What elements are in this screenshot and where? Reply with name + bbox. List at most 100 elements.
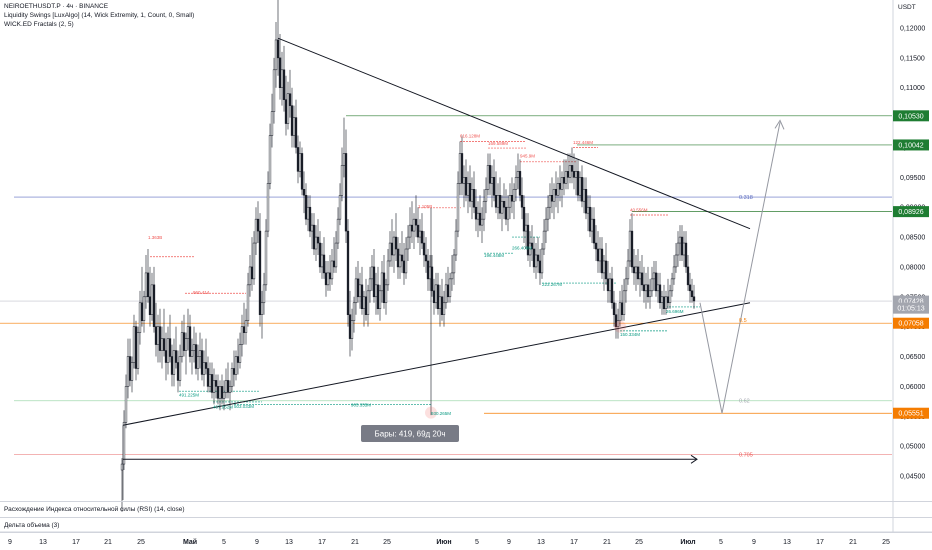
candle-body: [544, 218, 548, 232]
candle-body: [322, 254, 326, 274]
candle-body: [366, 290, 370, 315]
currency-label[interactable]: USDT: [898, 4, 916, 11]
candle-body: [286, 93, 290, 124]
candle-body: [494, 195, 498, 208]
candle-body: [570, 165, 574, 172]
rsi-panel-label[interactable]: Расхождение Индекса относительной силы (…: [4, 506, 185, 513]
trend-line: [277, 37, 751, 230]
candle-body: [312, 224, 316, 250]
candle-body: [170, 356, 174, 375]
candle-body: [672, 266, 676, 280]
time-axis[interactable]: 9 13 17 21 25 Май 5 9 13 17 21 25 Июн 5 9 13 17 21 25 Июл 5 9…: [0, 531, 932, 546]
candle-body: [204, 362, 208, 369]
time-tick-label: 9: [8, 539, 12, 546]
candle-body: [668, 290, 672, 304]
candle-body: [416, 224, 420, 238]
candle-body: [646, 284, 650, 298]
candle-body: [596, 248, 600, 262]
panel-separator[interactable]: [0, 532, 932, 533]
candle-body: [550, 195, 554, 202]
candle-body: [620, 302, 624, 315]
swing-volume-label: 945.9M: [520, 154, 535, 159]
symbol-title[interactable]: NEIROETHUSDT.P · 4ч · BINANCE: [4, 3, 109, 10]
candle-body: [190, 350, 194, 357]
candle-body: [484, 189, 488, 202]
candle-body: [536, 254, 540, 262]
indicator-liquidity-swings[interactable]: Liquidity Swings [LuxAlgo] (14, Wick Ext…: [4, 12, 195, 19]
candle-body: [590, 218, 594, 232]
candle-body: [514, 177, 518, 190]
candle-body: [434, 284, 438, 304]
swing-volume-label: 503.033M: [234, 404, 254, 409]
candle-body: [220, 386, 224, 399]
price-tick-label: 0,04500: [900, 474, 925, 481]
panel-separator[interactable]: [0, 517, 932, 518]
highlight-marker: [425, 406, 437, 419]
candle-body: [282, 69, 286, 100]
price-badge-label: 0,10042: [898, 142, 923, 149]
price-tick-label: 0,08000: [900, 264, 925, 271]
candle-body: [466, 183, 470, 196]
swing-volume-label: 223.267M: [542, 282, 562, 287]
price-badge: [893, 407, 929, 419]
candle-body: [648, 290, 652, 298]
candle-body: [644, 284, 648, 292]
candle-body: [666, 296, 670, 304]
time-tick-label: 17: [816, 539, 824, 546]
price-badge: [893, 317, 929, 329]
candle-body: [412, 218, 416, 232]
price-tick-label: 0,09500: [900, 175, 925, 182]
candle-body: [404, 248, 408, 274]
candle-body: [384, 284, 388, 304]
candle-body: [358, 284, 362, 298]
time-tick-label: 17: [72, 539, 80, 546]
candle-body: [294, 117, 298, 148]
candle-body: [392, 236, 396, 256]
time-tick-label: 25: [383, 539, 391, 546]
candle-body: [210, 374, 214, 393]
candle-body: [542, 230, 546, 250]
candle-body: [482, 200, 486, 220]
time-tick-label: 13: [39, 539, 47, 546]
candle-body: [242, 326, 246, 333]
volume-delta-panel-label[interactable]: Дельта объема (3): [4, 522, 60, 529]
candle-body: [342, 153, 346, 166]
candle-body: [218, 386, 222, 399]
candle-body: [656, 284, 660, 292]
candle-body: [202, 362, 206, 375]
price-tick-label: 0,11000: [900, 85, 925, 92]
price-badge: [893, 110, 929, 122]
candle-body: [660, 296, 664, 304]
candle-body: [302, 189, 306, 196]
candle-body: [632, 266, 636, 274]
candle-body: [164, 350, 168, 363]
candle-body: [406, 236, 410, 250]
swing-volume-label: 1.105B: [418, 204, 432, 209]
candle-body: [124, 386, 128, 423]
candle-body: [566, 171, 570, 178]
candle-body: [298, 153, 302, 172]
candle-body: [496, 195, 500, 208]
candle-body: [414, 218, 418, 226]
candle-body: [262, 284, 266, 304]
indicator-fractals[interactable]: WICK.ED Fractals (2, 5): [4, 21, 74, 28]
candle-body: [222, 392, 226, 399]
candle-body: [290, 105, 294, 136]
candle-body: [200, 350, 204, 375]
candle-body: [232, 368, 236, 375]
price-badge-label: 0,10530: [898, 113, 923, 120]
candle-body: [584, 189, 588, 214]
swing-volume-label: 960.414: [193, 290, 210, 295]
candle-body: [272, 69, 276, 112]
swing-volume-label: 196.448M: [484, 253, 504, 258]
candle-body: [658, 284, 662, 304]
panel-separator[interactable]: [0, 501, 932, 502]
candle-body: [652, 272, 656, 280]
price-axis[interactable]: 0,120000,115000,110000,105000,100000,095…: [892, 0, 929, 532]
candle-body: [352, 302, 356, 321]
candle-body: [530, 242, 534, 250]
time-tick-label: Май: [183, 538, 197, 546]
price-badge-label: 0,08926: [898, 209, 923, 216]
time-tick-label: 9: [752, 539, 756, 546]
